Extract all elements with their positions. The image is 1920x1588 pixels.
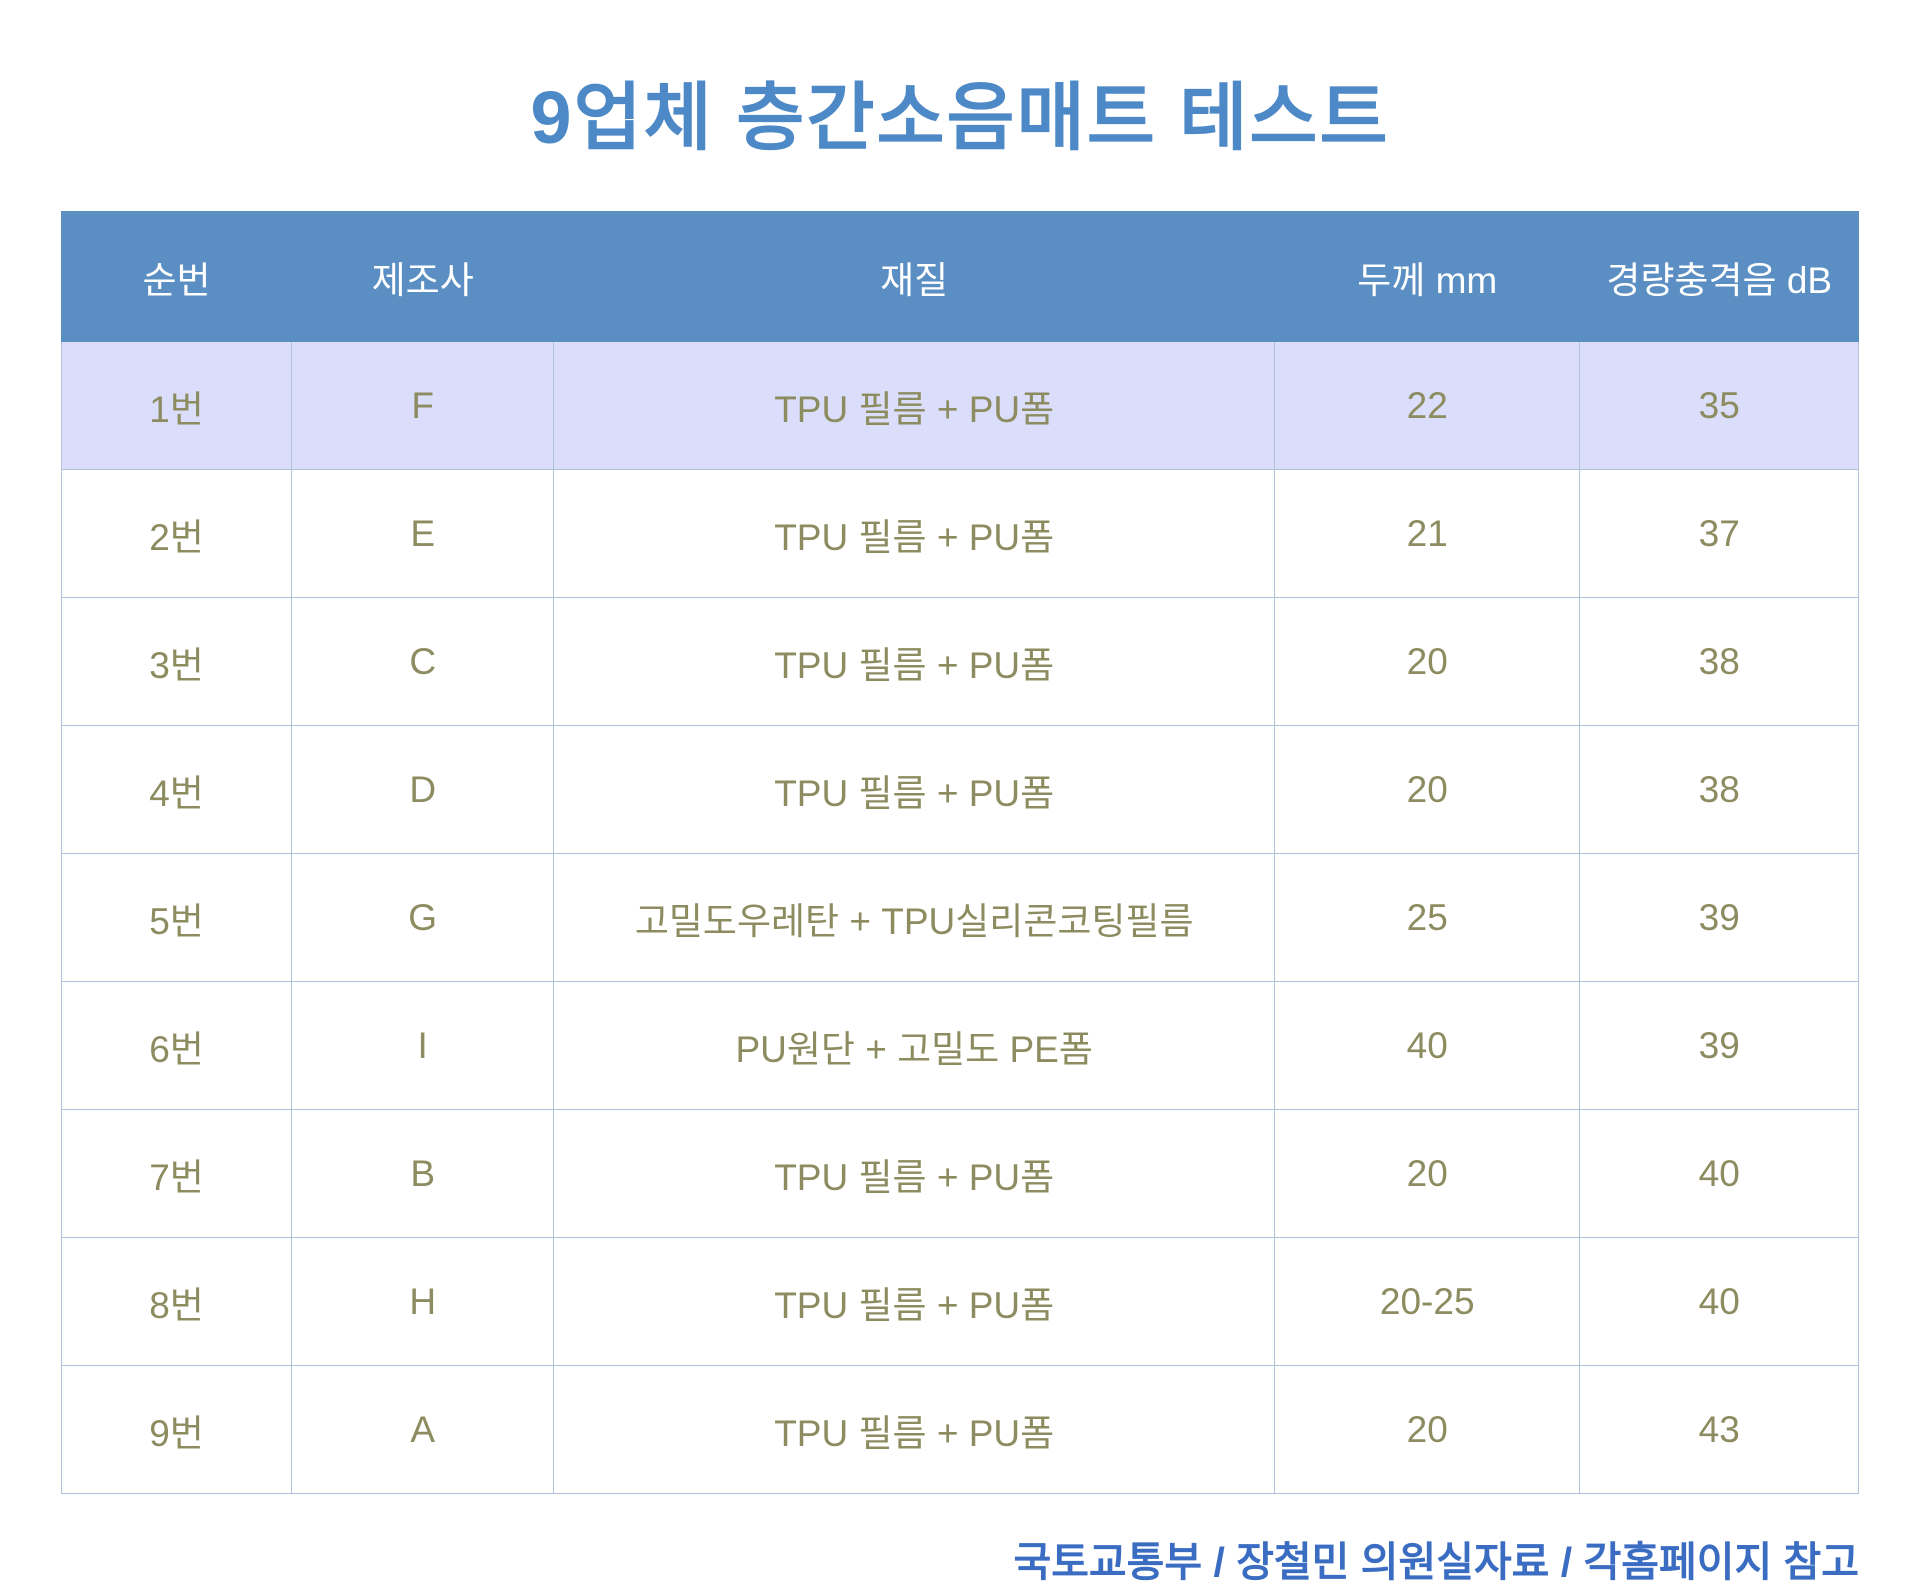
cell-rank: 5번 [60,853,293,982]
table-body: 1번 F TPU 필름 + PU폼 22 35 2번 E TPU 필름 + PU폼 21 37 3번… [60,341,1859,1494]
cell-material: PU원단 + 고밀도 PE폼 [553,981,1275,1110]
cell-manufacturer: D [291,725,555,854]
cell-manufacturer: H [291,1237,555,1366]
cell-thickness: 20 [1273,597,1581,726]
cell-rank: 1번 [60,341,293,470]
cell-manufacturer: I [291,981,555,1110]
table-row: 4번 D TPU 필름 + PU폼 20 38 [60,725,1859,854]
table-row: 5번 G 고밀도우레탄 + TPU실리콘코팅필름 25 39 [60,853,1859,982]
cell-sound: 38 [1579,597,1859,726]
col-header-rank: 순번 [60,211,293,342]
cell-sound: 40 [1579,1237,1859,1366]
cell-sound: 39 [1579,853,1859,982]
cell-thickness: 20 [1273,1365,1581,1494]
table-row: 1번 F TPU 필름 + PU폼 22 35 [60,341,1859,470]
col-header-material: 재질 [553,211,1275,342]
cell-sound: 43 [1579,1365,1859,1494]
cell-sound: 35 [1579,341,1859,470]
cell-material: TPU 필름 + PU폼 [553,341,1275,470]
cell-thickness: 20 [1273,725,1581,854]
cell-sound: 39 [1579,981,1859,1110]
col-header-thickness: 두께 mm [1273,211,1581,342]
cell-manufacturer: A [291,1365,555,1494]
cell-material: TPU 필름 + PU폼 [553,1365,1275,1494]
cell-manufacturer: B [291,1109,555,1238]
table-header-row: 순번 제조사 재질 두께 mm 경량충격음 dB [60,211,1859,342]
table-row: 7번 B TPU 필름 + PU폼 20 40 [60,1109,1859,1238]
cell-material: TPU 필름 + PU폼 [553,597,1275,726]
cell-manufacturer: G [291,853,555,982]
cell-rank: 6번 [60,981,293,1110]
cell-rank: 2번 [60,469,293,598]
cell-material: TPU 필름 + PU폼 [553,725,1275,854]
cell-manufacturer: E [291,469,555,598]
cell-rank: 4번 [60,725,293,854]
cell-rank: 7번 [60,1109,293,1238]
table-row: 8번 H TPU 필름 + PU폼 20-25 40 [60,1237,1859,1366]
cell-manufacturer: F [291,341,555,470]
cell-material: TPU 필름 + PU폼 [553,1237,1275,1366]
cell-thickness: 20 [1273,1109,1581,1238]
cell-material: TPU 필름 + PU폼 [553,1109,1275,1238]
cell-material: 고밀도우레탄 + TPU실리콘코팅필름 [553,853,1275,982]
cell-thickness: 22 [1273,341,1581,470]
cell-rank: 9번 [60,1365,293,1494]
table-header: 순번 제조사 재질 두께 mm 경량충격음 dB [60,211,1859,342]
noise-mat-table-container: 순번 제조사 재질 두께 mm 경량충격음 dB 1번 F TPU 필름 + PU폼… [60,211,1859,1494]
noise-mat-table: 순번 제조사 재질 두께 mm 경량충격음 dB 1번 F TPU 필름 + PU폼… [60,211,1859,1494]
cell-rank: 3번 [60,597,293,726]
cell-sound: 37 [1579,469,1859,598]
cell-thickness: 40 [1273,981,1581,1110]
cell-manufacturer: C [291,597,555,726]
source-note: 국토교통부 / 장철민 의원실자료 / 각홈페이지 참고 [1013,1539,1859,1585]
cell-thickness: 25 [1273,853,1581,982]
cell-thickness: 21 [1273,469,1581,598]
table-row: 6번 I PU원단 + 고밀도 PE폼 40 39 [60,981,1859,1110]
col-header-manufacturer: 제조사 [291,211,555,342]
page-title: 9업체 층간소음매트 테스트 [530,76,1390,159]
table-row: 2번 E TPU 필름 + PU폼 21 37 [60,469,1859,598]
col-header-sound: 경량충격음 dB [1579,211,1859,342]
table-row: 9번 A TPU 필름 + PU폼 20 43 [60,1365,1859,1494]
cell-sound: 40 [1579,1109,1859,1238]
cell-rank: 8번 [60,1237,293,1366]
cell-sound: 38 [1579,725,1859,854]
table-row: 3번 C TPU 필름 + PU폼 20 38 [60,597,1859,726]
cell-material: TPU 필름 + PU폼 [553,469,1275,598]
cell-thickness: 20-25 [1273,1237,1581,1366]
